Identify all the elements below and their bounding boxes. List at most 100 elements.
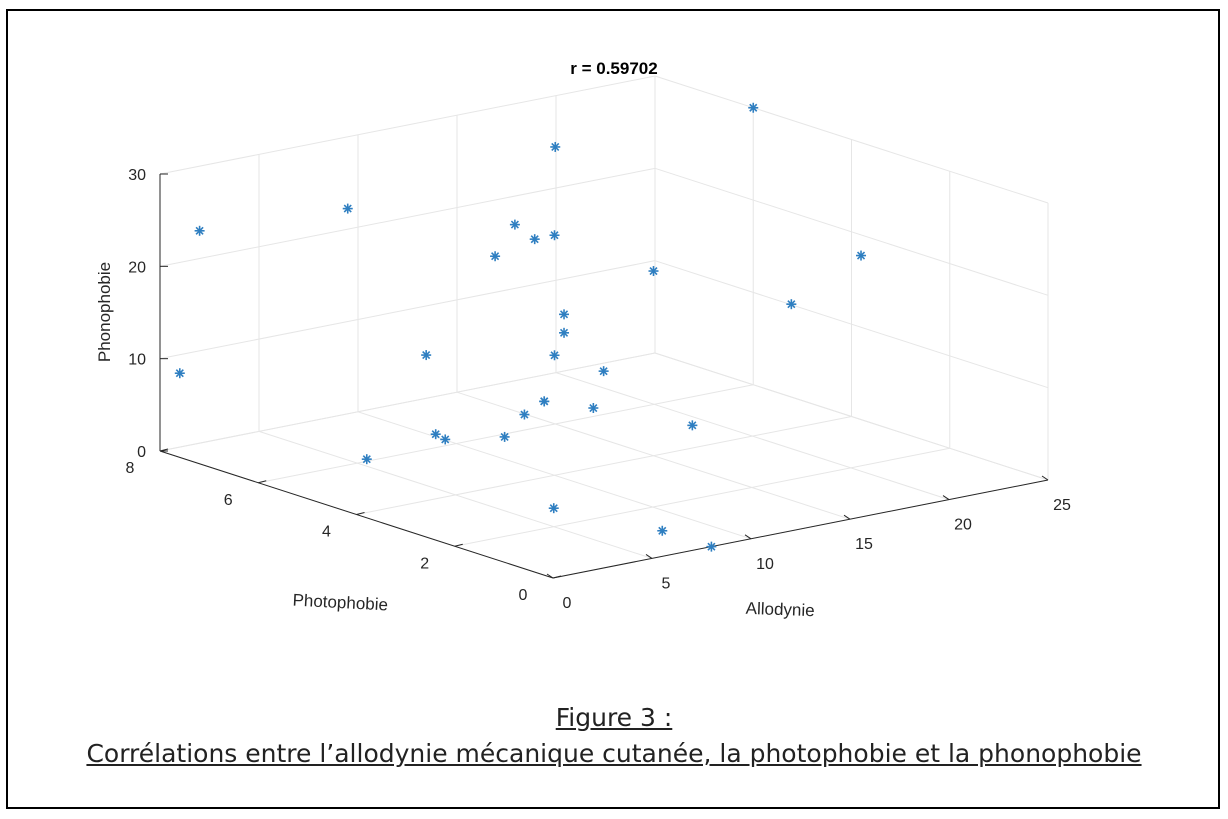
back-grid-line: [159, 352, 656, 452]
data-point-stroke: [856, 251, 866, 260]
data-point: [194, 225, 205, 236]
data-point: [519, 409, 530, 420]
data-point: [856, 250, 867, 261]
figure-frame: [6, 9, 1220, 809]
y-axis-label: Photophobie: [292, 591, 388, 615]
scatter-3d-chart: 0510152025024680102030AllodyniePhotophob…: [95, 59, 1071, 620]
data-point-stroke: [599, 367, 608, 376]
data-point: [549, 230, 560, 241]
data-point: [529, 234, 540, 245]
z-axis-label: Phonophobie: [95, 262, 114, 362]
x-tick-label: 20: [954, 517, 972, 534]
data-point-stroke: [559, 310, 569, 319]
side-grid-line: [654, 352, 1049, 481]
data-point-stroke: [749, 103, 758, 112]
y-tick-mark: [552, 575, 562, 579]
y-tick-mark: [454, 543, 463, 547]
z-tick-label: 20: [128, 259, 146, 276]
y-tick-mark: [356, 512, 365, 515]
data-point-stroke: [549, 504, 558, 513]
floor-grid-line: [258, 384, 754, 484]
data-point: [648, 266, 659, 277]
data-point: [706, 541, 717, 552]
data-point-stroke: [362, 455, 371, 464]
back-grid-line: [159, 167, 656, 267]
data-point-stroke: [422, 351, 431, 360]
data-point-stroke: [510, 220, 519, 229]
data-point: [539, 396, 550, 407]
data-point: [559, 327, 570, 338]
data-point: [174, 368, 185, 379]
z-tick-label: 30: [128, 167, 146, 184]
z-tick-label: 10: [128, 352, 146, 369]
data-point: [499, 431, 510, 442]
data-point-stroke: [530, 235, 539, 244]
back-grid-line: [159, 75, 656, 175]
y-tick-mark: [258, 480, 267, 484]
data-point-stroke: [343, 204, 352, 213]
back-grid-line: [159, 260, 656, 360]
data-point: [421, 350, 432, 361]
data-point: [490, 251, 501, 262]
side-grid-line: [654, 167, 1049, 296]
data-point-stroke: [551, 142, 560, 152]
chart-title: r = 0.59702: [570, 59, 657, 78]
data-point-stroke: [550, 231, 559, 240]
data-point: [559, 309, 570, 320]
data-point: [550, 141, 561, 152]
data-point-stroke: [540, 397, 549, 406]
data-point: [548, 503, 559, 514]
data-point: [687, 420, 698, 431]
figure-caption-number: Figure 3 :: [555, 703, 673, 732]
side-grid-line: [654, 75, 1049, 204]
y-tick-label: 4: [322, 524, 331, 541]
data-point-stroke: [658, 526, 667, 535]
data-point: [598, 366, 609, 377]
x-tick-mark: [744, 534, 752, 540]
x-tick-mark: [645, 553, 653, 559]
data-point: [657, 525, 668, 536]
data-point-stroke: [195, 226, 204, 235]
data-point: [430, 429, 441, 440]
z-tick-label: 0: [137, 444, 146, 461]
floor-grid-line: [454, 447, 950, 547]
x-axis-label: Allodynie: [745, 599, 815, 620]
side-grid-line: [654, 260, 1049, 389]
x-tick-mark: [843, 514, 851, 520]
data-point-stroke: [175, 369, 184, 378]
data-point-stroke: [707, 542, 716, 551]
data-point: [786, 299, 797, 310]
x-tick-mark: [546, 573, 554, 579]
data-point-stroke: [589, 403, 598, 413]
y-tick-label: 6: [224, 492, 233, 509]
data-point-stroke: [787, 300, 796, 309]
x-tick-label: 0: [563, 595, 572, 612]
y-tick-label: 2: [420, 555, 429, 572]
data-point-stroke: [559, 328, 569, 337]
x-tick-mark: [1041, 475, 1049, 481]
data-point-stroke: [520, 410, 529, 419]
data-point: [748, 102, 759, 113]
data-point-stroke: [491, 252, 500, 261]
data-point: [361, 454, 372, 465]
x-tick-label: 25: [1053, 497, 1071, 514]
data-point: [509, 219, 520, 230]
y-tick-label: 0: [519, 587, 528, 604]
data-point-stroke: [649, 266, 658, 276]
figure-caption-text: Corrélations entre l’allodynie mécanique…: [86, 739, 1142, 768]
data-point-stroke: [441, 435, 450, 444]
x-tick-label: 5: [662, 575, 671, 592]
data-point-stroke: [550, 351, 559, 360]
data-point-stroke: [431, 430, 440, 439]
x-tick-label: 10: [756, 556, 774, 573]
data-point-stroke: [688, 421, 697, 430]
x-axis-line: [552, 479, 1049, 579]
data-point: [588, 403, 599, 414]
x-tick-label: 15: [855, 536, 873, 553]
floor-grid-line: [356, 416, 852, 515]
data-point-stroke: [500, 432, 509, 441]
data-point: [342, 203, 353, 214]
data-point: [440, 434, 451, 445]
y-tick-label: 8: [126, 460, 135, 477]
data-point: [549, 350, 560, 361]
